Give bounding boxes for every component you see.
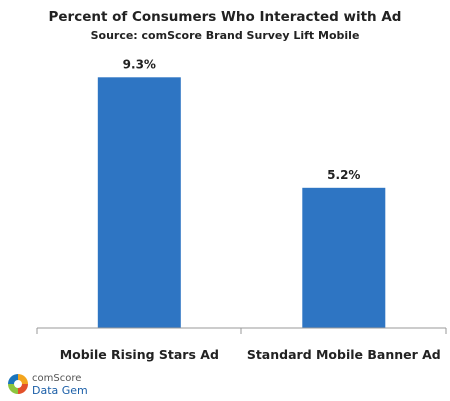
category-label-1: Mobile Rising Stars Ad bbox=[60, 347, 219, 362]
data-gem-logo-icon bbox=[8, 374, 28, 394]
chart-subtitle: Source: comScore Brand Survey Lift Mobil… bbox=[91, 29, 360, 42]
bar-1 bbox=[97, 77, 181, 328]
logo-brand-text: comScore bbox=[32, 373, 82, 384]
chart-title: Percent of Consumers Who Interacted with… bbox=[49, 9, 402, 25]
comscore-logo: comScore Data Gem bbox=[6, 371, 106, 399]
data-label-2: 5.2% bbox=[327, 168, 360, 182]
logo-product-text: Data Gem bbox=[32, 384, 88, 397]
data-label-1: 9.3% bbox=[123, 57, 156, 71]
labels-layer: 9.3% Mobile Rising Stars Ad 5.2% Standard M… bbox=[60, 57, 441, 362]
bar-2 bbox=[302, 187, 386, 328]
bars-layer bbox=[97, 77, 386, 328]
category-label-2: Standard Mobile Banner Ad bbox=[247, 347, 441, 362]
